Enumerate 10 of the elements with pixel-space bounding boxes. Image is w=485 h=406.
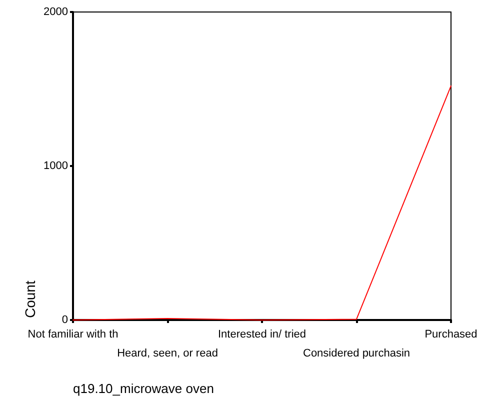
x-tick-label: Purchased xyxy=(424,328,478,340)
x-tick-label: Heard, seen, or read xyxy=(117,348,218,360)
y-axis-title: Count xyxy=(22,280,38,318)
y-tick-label: 2000 xyxy=(44,6,68,18)
x-axis-title: q19.10_microwave oven xyxy=(73,381,214,396)
y-tick-label: 1000 xyxy=(44,160,68,172)
x-tick-label: Considered purchasin xyxy=(302,348,410,360)
y-tick-label: 0 xyxy=(62,314,68,326)
x-tick-label: Interested in/ tried xyxy=(218,328,306,340)
x-tick-label: Not familiar with th xyxy=(28,328,118,340)
